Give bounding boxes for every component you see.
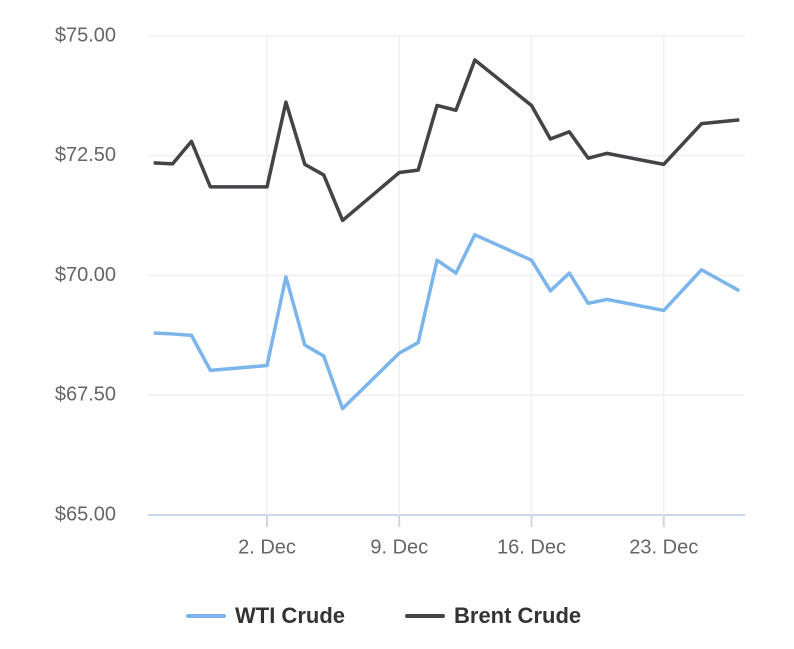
y-tick-label: $65.00 [55,503,116,525]
y-tick-label: $72.50 [55,144,116,166]
y-tick-label: $75.00 [55,24,116,46]
x-tick-label: 16. Dec [497,536,566,558]
x-tick-label: 9. Dec [370,536,428,558]
x-tick-label: 2. Dec [238,536,296,558]
legend-label: WTI Crude [235,603,345,628]
legend-label: Brent Crude [454,603,581,628]
y-tick-label: $70.00 [55,264,116,286]
y-tick-label: $67.50 [55,384,116,406]
series-line [153,233,741,411]
series-line [153,58,740,223]
x-tick-label: 23. Dec [629,536,698,558]
